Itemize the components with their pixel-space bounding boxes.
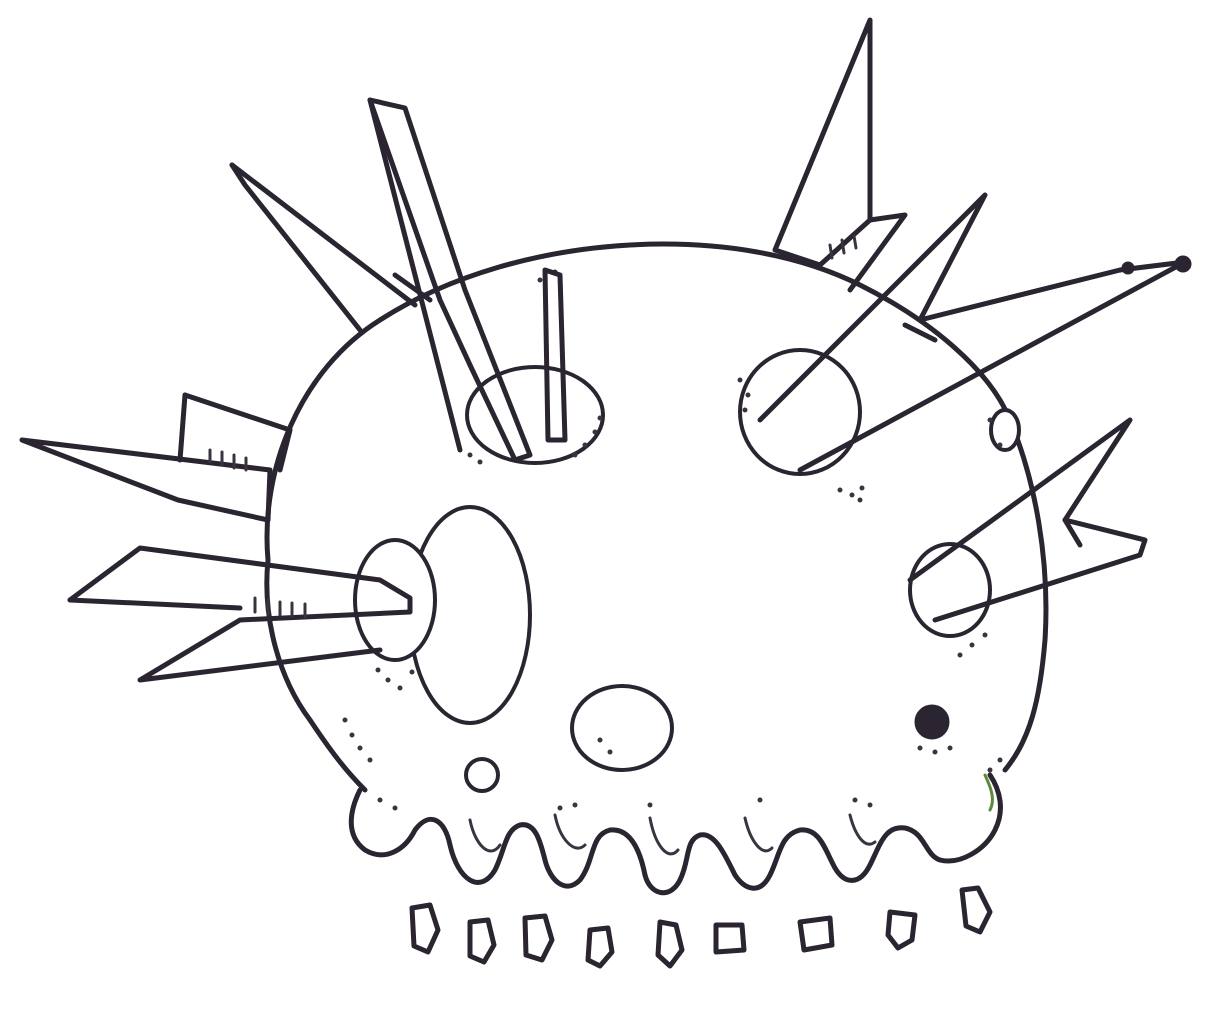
- pore-top-left: [465, 365, 605, 465]
- spine-top-left-blade: [367, 97, 533, 463]
- scallop-inner-4: [743, 816, 774, 853]
- spine-right-forked: [757, 192, 1192, 473]
- spine-upper-left: [229, 162, 433, 333]
- pore-left-lower: [353, 538, 437, 662]
- body-outline: [264, 241, 1049, 773]
- spine-left-upper: [19, 392, 293, 523]
- spine-left-lower: [67, 545, 413, 683]
- stippling: [342, 269, 1003, 811]
- scallop-inner-3: [648, 816, 680, 856]
- scallop-inner-1: [468, 818, 502, 853]
- body-outline-left: [264, 557, 368, 793]
- pore-small: [464, 757, 500, 793]
- pore-right-lower: [908, 542, 992, 638]
- green-tint: [983, 773, 994, 812]
- scallop-inner-2: [553, 813, 587, 850]
- scallop-inner-5: [848, 813, 877, 846]
- spine-right-lower: [907, 417, 1148, 623]
- spine-top-right: [772, 17, 908, 293]
- spine-top-center: [542, 267, 568, 443]
- bead-row: [409, 885, 993, 969]
- pore-right-side: [989, 408, 1021, 452]
- pore-center: [570, 684, 674, 772]
- scalloped-rim: [348, 772, 1003, 895]
- pore-top-right: [738, 348, 862, 476]
- pore-dark: [914, 704, 950, 740]
